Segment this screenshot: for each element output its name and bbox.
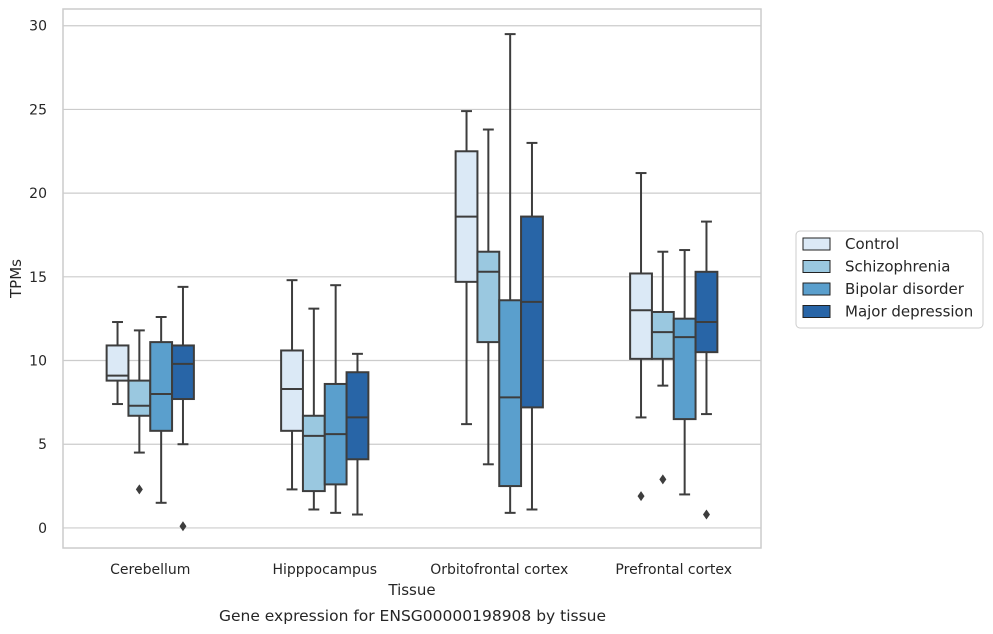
box-bipolar-disorder xyxy=(498,33,523,514)
box-body xyxy=(476,250,501,344)
box-control xyxy=(629,172,653,502)
box-body xyxy=(498,299,523,488)
outlier-point xyxy=(179,521,187,532)
chart-caption: Gene expression for ENSG00000198908 by t… xyxy=(218,607,607,625)
y-tick-labels: 0 5 10 15 20 25 30 xyxy=(29,19,47,537)
box-body xyxy=(149,341,174,432)
box-schizophrenia xyxy=(650,250,675,485)
grid-lines xyxy=(63,25,761,529)
legend-label: Control xyxy=(845,235,899,253)
box-control xyxy=(280,279,304,491)
box-body xyxy=(672,317,697,421)
box-body xyxy=(520,215,544,409)
box-body xyxy=(694,270,719,354)
x-tick-label: Hipppocampus xyxy=(272,562,377,578)
y-axis-label: TPMs xyxy=(7,259,25,299)
plot-frame xyxy=(62,8,762,549)
box-major-depression xyxy=(345,352,370,516)
box-major-depression xyxy=(520,141,544,511)
box-body xyxy=(345,371,370,461)
y-tick-label: 15 xyxy=(29,270,47,286)
box-body xyxy=(301,414,326,493)
box-schizophrenia xyxy=(127,329,152,495)
box-body xyxy=(127,379,152,417)
x-tick-label: Cerebellum xyxy=(110,562,190,578)
box-bipolar-disorder xyxy=(149,316,174,504)
box-body xyxy=(171,344,195,401)
outlier-point xyxy=(135,484,143,495)
box-plots xyxy=(105,33,719,532)
legend-swatch xyxy=(802,305,831,318)
box-schizophrenia xyxy=(301,307,326,511)
x-tick-label: Orbitofrontal cortex xyxy=(430,562,568,578)
y-tick-label: 10 xyxy=(29,354,47,370)
x-tick-label: Prefrontal cortex xyxy=(615,562,732,578)
legend: Control Schizophrenia Bipolar disorder Majo… xyxy=(795,230,984,329)
y-tick-label: 25 xyxy=(29,102,47,118)
box-body xyxy=(280,349,304,432)
x-tick-labels: Cerebellum Hipppocampus Orbitofrontal cort… xyxy=(110,562,732,578)
box-bipolar-disorder xyxy=(323,284,348,514)
y-tick-label: 20 xyxy=(29,186,47,202)
box-major-depression xyxy=(694,220,719,520)
legend-frame xyxy=(795,230,984,329)
box-control xyxy=(454,110,479,426)
box-major-depression xyxy=(171,285,195,532)
y-tick-label: 0 xyxy=(38,521,47,537)
y-tick-label: 30 xyxy=(29,19,47,35)
legend-label: Schizophrenia xyxy=(845,258,950,276)
y-tick-label: 5 xyxy=(38,437,47,453)
outlier-point xyxy=(637,491,645,502)
box-body xyxy=(650,310,675,360)
x-axis-label: Tissue xyxy=(387,581,435,599)
legend-label: Major depression xyxy=(845,303,973,321)
box-body xyxy=(629,272,653,360)
box-body xyxy=(105,344,130,382)
legend-label: Bipolar disorder xyxy=(845,280,965,298)
box-schizophrenia xyxy=(476,128,501,466)
legend-swatch xyxy=(802,282,831,296)
legend-swatch xyxy=(802,237,831,251)
outlier-point xyxy=(659,474,667,485)
legend-swatch xyxy=(802,260,831,273)
outlier-point xyxy=(702,509,710,520)
box-bipolar-disorder xyxy=(672,249,697,496)
box-control xyxy=(105,321,130,406)
